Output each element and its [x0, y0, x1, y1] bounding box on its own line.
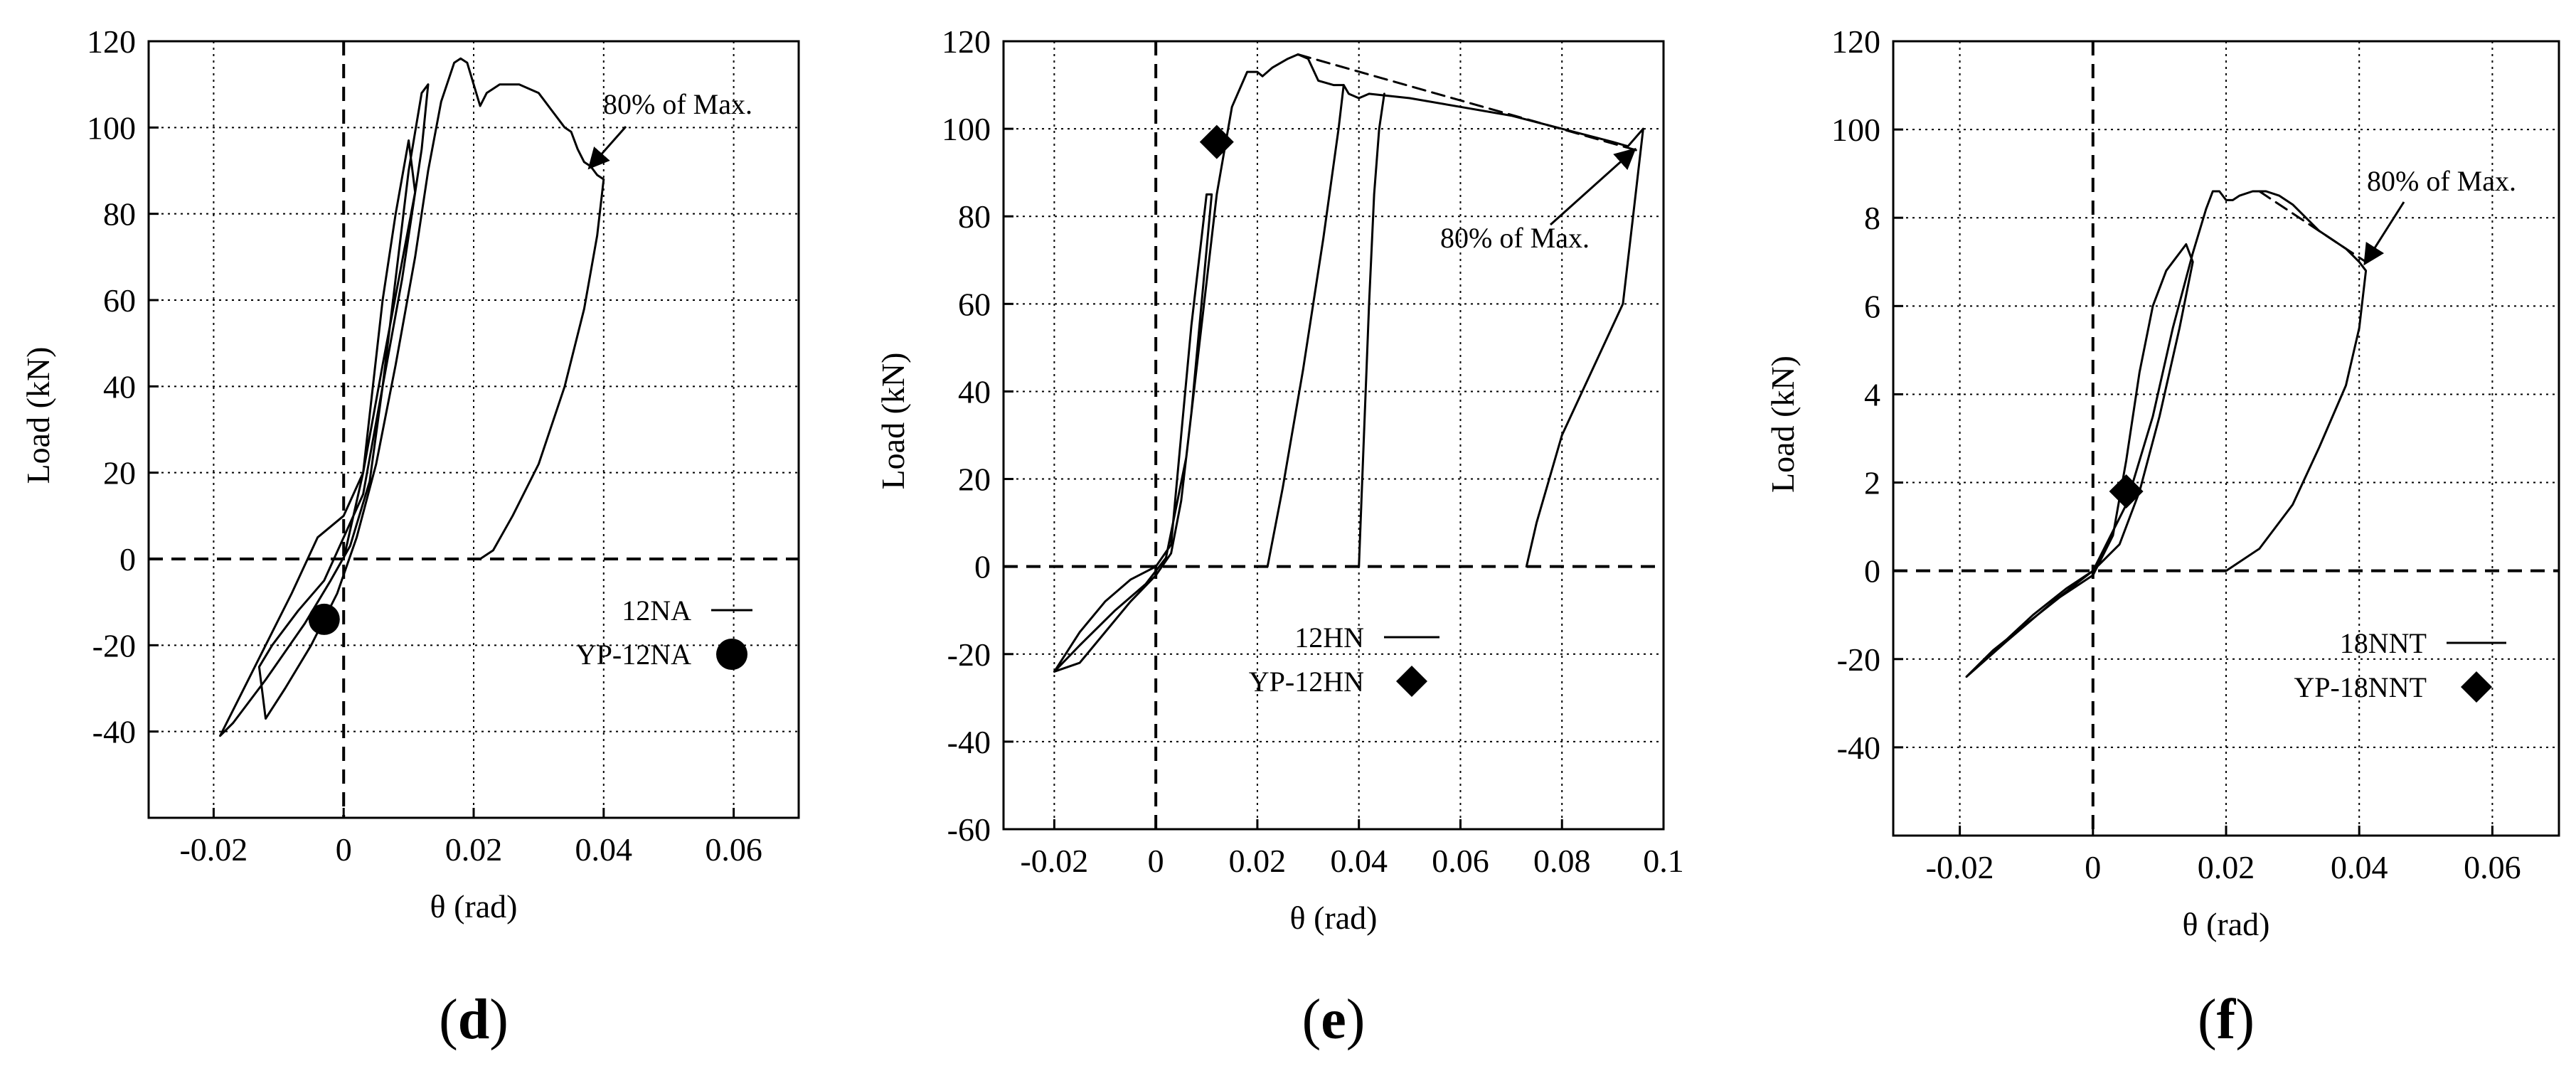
annotation-text: 80% of Max.: [603, 88, 752, 120]
y-tick-label: -40: [92, 714, 136, 750]
x-tick-label: 0.02: [445, 831, 503, 868]
series-line-18nnt: [1965, 190, 2368, 678]
x-tick-label: -0.02: [1020, 843, 1088, 879]
series-line-12hn: [1053, 53, 1644, 673]
yield-point-marker: [2109, 474, 2144, 508]
x-tick-label: 0.06: [1432, 843, 1489, 879]
y-tick-label: 40: [958, 373, 991, 410]
legend-label: YP-18NNT: [2294, 671, 2427, 703]
panel-caption: (f): [2198, 988, 2255, 1051]
panel-caption: (d): [439, 988, 509, 1051]
x-tick-label: 0: [1148, 843, 1164, 879]
x-tick-label: 0.1: [1643, 843, 1684, 879]
x-axis-label: θ (rad): [2183, 906, 2270, 942]
annotation-text: 80% of Max.: [2367, 165, 2516, 197]
x-axis-label: θ (rad): [1290, 900, 1378, 936]
annotation-arrow: [1549, 147, 1636, 226]
legend-marker-sample: [716, 639, 747, 670]
y-tick-label: -20: [947, 636, 991, 673]
x-tick-label: 0: [2085, 849, 2101, 885]
y-tick-label: 8: [1864, 200, 1880, 236]
x-tick-label: 0.02: [2198, 849, 2255, 885]
plot-frame: [1002, 40, 1665, 831]
y-tick-label: 20: [103, 455, 136, 491]
y-tick-label: 120: [87, 23, 136, 60]
y-tick-label: 100: [87, 110, 136, 146]
chart-panel-e: -0.02 0 0.02 0.04 0.06 0.08 0.1 -60 -40 -20 0 20 40 6…: [875, 23, 1684, 1051]
y-tick-label: 60: [958, 286, 991, 322]
y-tick-label: 0: [1864, 553, 1880, 590]
y-tick-label: 80: [958, 198, 991, 235]
chart-panel-f: -0.02 0 0.02 0.04 0.06 -40 -20 0 2 4 6 8 100 120 θ (ra…: [1765, 23, 2560, 1051]
yield-point-marker: [1199, 124, 1234, 159]
legend-label: 12NA: [622, 595, 691, 627]
x-tick-label: 0.04: [1330, 843, 1388, 879]
y-tick-label: 2: [1864, 465, 1880, 501]
y-tick-label: 120: [1831, 23, 1880, 60]
x-tick-label: 0.08: [1533, 843, 1591, 879]
y-tick-label: 20: [958, 462, 991, 498]
y-tick-label: 6: [1864, 288, 1880, 324]
x-tick-label: 0.02: [1229, 843, 1287, 879]
y-tick-label: 40: [103, 368, 136, 405]
series-line-reference: [1297, 53, 1639, 152]
legend-label: 18NNT: [2340, 627, 2427, 659]
y-tick-label: 120: [942, 23, 991, 60]
annotation-text: 80% of Max.: [1440, 222, 1590, 254]
x-tick-label: 0: [336, 831, 352, 868]
y-tick-label: 100: [1831, 112, 1880, 148]
chart-panel-d: -0.02 0 0.02 0.04 0.06 -40 -20 0 20 40 60 80 100 120 θ…: [20, 23, 800, 1051]
x-tick-label: 0.06: [705, 831, 762, 868]
y-axis-label: Load (kN): [20, 347, 56, 484]
y-tick-label: 60: [103, 282, 136, 319]
series-line-reload-1: [1266, 84, 1345, 568]
y-tick-label: -40: [1837, 730, 1880, 766]
legend-label: YP-12HN: [1249, 666, 1364, 698]
y-tick-label: 0: [119, 541, 136, 577]
x-tick-label: -0.02: [1926, 849, 1994, 885]
annotation-arrow: [2363, 201, 2405, 266]
annotation-arrow: [587, 126, 627, 170]
x-tick-label: 0.04: [2331, 849, 2388, 885]
series-line-reference: [2258, 190, 2368, 263]
y-tick-label: 4: [1864, 376, 1880, 412]
panel-caption: (e): [1302, 988, 1366, 1051]
y-tick-label: 100: [942, 111, 991, 147]
x-axis-label: θ (rad): [430, 888, 518, 924]
x-tick-label: 0.06: [2464, 849, 2521, 885]
y-tick-label: -60: [947, 811, 991, 848]
legend-marker-sample: [2461, 671, 2492, 703]
y-tick-label: 0: [974, 549, 991, 585]
yield-point-marker: [308, 603, 340, 635]
legend-label: YP-12NA: [576, 639, 691, 671]
y-tick-label: -20: [92, 627, 136, 663]
y-tick-label: 80: [103, 196, 136, 233]
y-axis-label: Load (kN): [1765, 356, 1801, 493]
legend-label: 12HN: [1294, 622, 1364, 654]
y-tick-label: -20: [1837, 641, 1880, 678]
legend-marker-sample: [1396, 666, 1427, 697]
y-axis-label: Load (kN): [875, 353, 911, 490]
x-tick-label: -0.02: [179, 831, 248, 868]
x-tick-label: 0.04: [575, 831, 633, 868]
y-tick-label: -40: [947, 724, 991, 760]
series-line-reload-2: [1358, 92, 1385, 568]
series-line-12na: [219, 57, 605, 737]
